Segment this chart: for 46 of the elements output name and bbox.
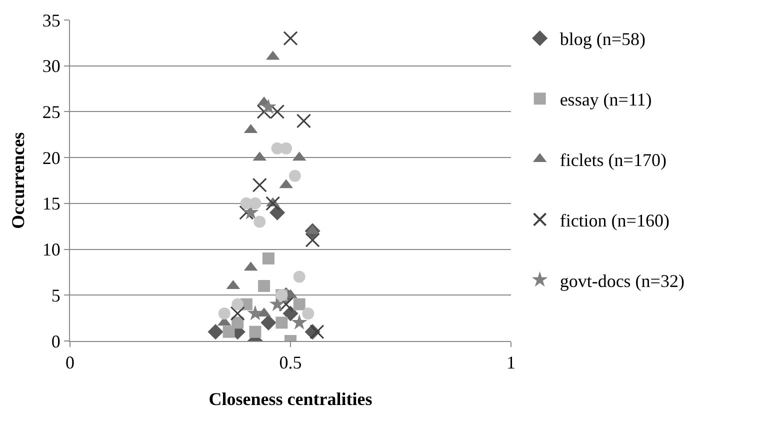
point <box>282 306 298 322</box>
point <box>247 305 264 320</box>
point <box>302 307 314 320</box>
y-tick-label: 30 <box>42 56 60 76</box>
point <box>293 298 306 310</box>
point <box>305 232 320 248</box>
point <box>252 178 267 192</box>
point <box>262 252 274 264</box>
point <box>288 170 301 182</box>
legend-label: govt-docs (n=32) <box>560 270 684 291</box>
point <box>254 216 266 228</box>
point <box>296 114 312 128</box>
y-tick-label: 0 <box>51 331 60 352</box>
x-axis-title: Closeness centralities <box>208 389 372 409</box>
y-tick-label: 25 <box>42 102 60 122</box>
legend-label: blog (n=58) <box>560 29 646 50</box>
point <box>249 197 262 210</box>
point <box>208 324 224 340</box>
point <box>293 270 306 283</box>
point <box>280 142 292 154</box>
y-tick-label: 20 <box>42 148 60 168</box>
legend-label: essay (n=11) <box>560 90 652 110</box>
point <box>260 314 276 330</box>
point <box>218 307 230 320</box>
point <box>249 326 262 338</box>
point <box>230 306 245 321</box>
y-axis-title: Occurrences <box>8 132 28 229</box>
point <box>260 98 276 114</box>
point <box>266 196 280 211</box>
y-tick-label: 15 <box>42 194 60 214</box>
point <box>258 280 270 292</box>
y-tick-label: 35 <box>42 10 60 30</box>
point <box>222 326 235 338</box>
x-tick-label: 1 <box>506 352 516 373</box>
point <box>232 298 244 310</box>
point <box>310 324 324 340</box>
point <box>276 316 288 329</box>
y-tick-label: 5 <box>51 285 60 306</box>
legend-label: fiction (n=160) <box>560 210 670 230</box>
x-tick-label: 0 <box>66 352 74 373</box>
point <box>291 314 308 330</box>
x-tick-label: 0.5 <box>279 352 302 373</box>
point <box>283 31 298 46</box>
legend-label: ficlets (n=170) <box>560 150 666 170</box>
point <box>239 205 254 220</box>
y-tick-label: 10 <box>42 240 60 260</box>
